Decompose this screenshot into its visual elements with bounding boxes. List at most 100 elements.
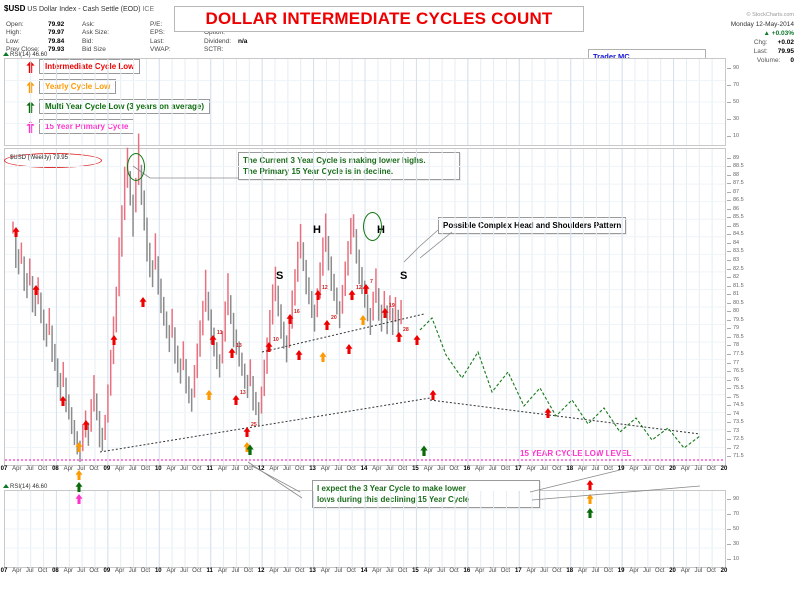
x-axis-quarter: Apr [577, 466, 588, 472]
axis-tick-label: 50 [733, 99, 740, 105]
axis-tick [727, 119, 731, 121]
x-axis-quarter: Oct [552, 568, 562, 574]
dividend-label: Dividend: [204, 37, 232, 45]
axis-tick [727, 277, 731, 279]
axis-tick-label: 78.5 [733, 333, 744, 340]
cycle-low-level-label: 15 YEAR CYCLE LOW LEVEL [520, 449, 632, 458]
legend-label-yearly: Yearly Cycle Low [39, 79, 117, 94]
x-axis-year: 16 [463, 568, 471, 574]
axis-tick-label: 50 [733, 526, 740, 532]
axis-tick-label: 70 [733, 510, 740, 517]
axis-tick [727, 388, 731, 390]
chg-value: +0.02 [777, 39, 794, 46]
right-quote-block: Monday 12-May-2014 ▲ +0.03% Chg: +0.02 La… [731, 20, 794, 65]
axis-tick [727, 302, 731, 304]
x-axis-quarter: Jul [488, 568, 497, 574]
eps-label: EPS: [150, 29, 165, 37]
x-axis-quarter: Jul [437, 466, 445, 472]
last-value-r: 79.95 [777, 48, 794, 55]
axis-tick-label: 81 [733, 291, 740, 298]
axis-tick [727, 328, 731, 330]
axis-tick [727, 439, 731, 441]
axis-tick [727, 136, 731, 138]
axis-tick-label: 90 [733, 64, 740, 71]
axis-tick [727, 311, 731, 313]
x-axis-quarter: Apr [629, 568, 639, 574]
x-axis-year: 09 [103, 466, 111, 472]
x-axis-quarter: Oct [603, 568, 613, 574]
x-axis-quarter: Oct [397, 466, 408, 472]
axis-tick [727, 191, 731, 193]
x-axis-quarter: Oct [346, 466, 356, 472]
axis-tick-label: 75.5 [733, 385, 744, 392]
axis-tick-label: 77 [733, 359, 740, 366]
axis-tick-label: 85 [733, 222, 740, 229]
axis-tick-label: 72.5 [733, 436, 744, 443]
x-axis-year: 11 [206, 466, 213, 472]
x-axis-quarter: Jul [25, 568, 34, 574]
axis-tick [727, 102, 731, 103]
head-shoulders-label: S [400, 270, 408, 282]
x-axis-quarter: Jul [283, 568, 291, 574]
low-value: 79.84 [48, 37, 65, 45]
x-axis-quarter: Jul [437, 568, 445, 574]
axis-tick-label: 83.5 [733, 248, 744, 255]
legend-label-intermediate: Intermediate Cycle Low [39, 59, 141, 74]
axis-tick [727, 362, 731, 364]
x-axis-quarter: Apr [63, 568, 73, 574]
axis-tick-label: 76 [733, 376, 740, 383]
x-axis-year: 13 [309, 568, 316, 574]
axis-tick-label: 10 [733, 133, 740, 140]
x-axis-quarter: Apr [115, 568, 125, 574]
price-panel [4, 148, 726, 466]
x-axis-year: 12 [257, 568, 265, 574]
x-axis-quarter: Oct [140, 466, 151, 472]
axis-tick [727, 319, 731, 321]
axis-tick-label: 81.5 [733, 282, 744, 289]
x-axis-quarter: Apr [320, 466, 331, 472]
x-axis-quarter: Oct [603, 466, 613, 472]
x-axis-quarter: Jul [694, 568, 703, 574]
sctr-label: SCTR: [204, 46, 224, 54]
trader-name: Trader MC [593, 52, 630, 61]
axis-tick [727, 447, 731, 449]
x-axis-quarter: Jul [25, 466, 34, 472]
x-axis-quarter: Oct [295, 466, 305, 472]
axis-tick [727, 225, 731, 227]
x-axis-quarter: Oct [140, 568, 151, 574]
x-axis-year: 16 [463, 466, 471, 472]
rsi-top-label: RSI(14) 46.60 [3, 52, 47, 58]
axis-tick [727, 422, 731, 424]
axis-tick [727, 84, 731, 86]
last-row: Last: 79.95 [731, 47, 794, 56]
axis-tick [727, 183, 731, 185]
axis-tick [727, 396, 731, 398]
x-axis-quarter: Oct [243, 466, 253, 472]
high-label: High: [6, 29, 22, 37]
x-axis-quarter: Apr [320, 568, 331, 574]
x-axis-quarter: Oct [655, 568, 665, 574]
open-value: 79.92 [48, 20, 65, 28]
axis-tick [727, 379, 731, 381]
x-axis-year: 17 [514, 466, 522, 472]
axis-tick [727, 67, 731, 69]
legend-item-primary15: 15 Year Primary Cycle [26, 119, 210, 134]
x-axis-quarter: Oct [243, 568, 253, 574]
axis-tick-label: 10 [733, 556, 740, 563]
rsi-bottom-label: RSI(14) 46.60 [3, 484, 47, 490]
axis-tick [727, 166, 731, 168]
legend-label-multiyear: Multi Year Cycle Low (3 years on average… [39, 99, 211, 114]
x-axis-quarter: Apr [12, 568, 22, 574]
rsi-bottom-text: RSI(14) 46.60 [10, 484, 48, 490]
x-axis-quarter: Oct [449, 466, 459, 472]
x-axis-quarter: Jul [643, 568, 651, 574]
quote-table: Open: 79.92 Ask: P/E: High: 79.97 Ask Si… [6, 20, 268, 54]
x-axis-quarter: Jul [385, 568, 394, 574]
x-axis-year: 17 [514, 568, 522, 574]
axis-tick-label: 73.5 [733, 419, 744, 426]
prev-close-value: 79.93 [48, 46, 65, 54]
prev-close-label: Prev Close: [6, 46, 40, 54]
x-axis-quarter: Oct [706, 466, 716, 472]
x-axis-year: 20 [720, 568, 728, 574]
axis-tick-label: 72 [733, 444, 740, 451]
